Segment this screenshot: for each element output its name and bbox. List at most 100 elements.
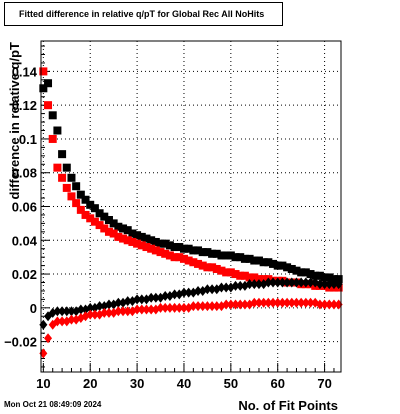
data-point	[119, 224, 128, 233]
x-tick-label: 60	[270, 376, 284, 391]
data-points	[39, 67, 343, 359]
data-point	[222, 268, 231, 277]
data-point	[226, 268, 235, 277]
data-point	[306, 270, 315, 279]
data-point	[315, 271, 324, 280]
data-point	[212, 264, 221, 273]
tick-labels: 10 20 30 40 50 60 70 −0.02 0 0.02 0.04 0.06 0.08 0.1 0…	[4, 64, 332, 391]
data-point	[329, 275, 338, 284]
data-point	[123, 296, 132, 307]
data-point	[179, 287, 188, 298]
data-point	[179, 302, 188, 313]
data-point	[123, 306, 132, 317]
data-point	[301, 268, 310, 277]
data-point	[86, 214, 95, 223]
data-point	[264, 297, 273, 308]
data-point	[250, 297, 259, 308]
x-tick-label: 40	[177, 376, 191, 391]
data-point	[48, 111, 57, 120]
data-point	[175, 243, 184, 252]
data-point	[240, 271, 249, 280]
data-point	[189, 246, 198, 255]
data-point	[292, 277, 301, 288]
data-point	[194, 301, 203, 312]
data-point	[222, 299, 231, 310]
x-tick-label: 70	[317, 376, 331, 391]
data-point	[161, 239, 170, 248]
data-point	[100, 224, 109, 233]
data-point	[203, 248, 212, 257]
data-point	[109, 219, 118, 228]
data-point	[329, 279, 338, 290]
data-point	[315, 299, 324, 310]
data-point	[53, 163, 62, 172]
data-point	[217, 251, 226, 260]
data-point	[86, 200, 95, 209]
data-point	[76, 205, 85, 214]
data-point	[53, 126, 62, 135]
series-2	[39, 67, 343, 292]
data-point	[250, 279, 259, 290]
data-point	[104, 216, 113, 225]
data-point	[325, 299, 334, 310]
data-point	[222, 251, 231, 260]
data-point	[86, 309, 95, 320]
plot-frame	[40, 40, 342, 373]
data-point	[320, 279, 329, 290]
data-point	[76, 190, 85, 199]
data-point	[44, 101, 53, 110]
data-point	[301, 277, 310, 288]
data-point	[273, 261, 282, 270]
data-point	[142, 234, 151, 243]
data-point	[208, 249, 217, 258]
data-point	[170, 243, 179, 252]
data-point	[39, 67, 48, 76]
data-point	[245, 273, 254, 282]
data-point	[269, 297, 278, 308]
data-point	[194, 246, 203, 255]
y-tick-label: 0.14	[12, 64, 38, 79]
data-point	[62, 306, 71, 317]
series-4	[39, 297, 343, 359]
data-point	[240, 299, 249, 310]
data-point	[142, 243, 151, 252]
grid-lines	[41, 41, 341, 372]
data-point	[147, 244, 156, 253]
data-point	[53, 306, 62, 317]
data-point	[156, 239, 165, 248]
data-point	[320, 273, 329, 282]
data-point	[217, 266, 226, 275]
data-point	[133, 239, 142, 248]
data-point	[39, 84, 48, 93]
y-tick-label: −0.02	[4, 335, 37, 350]
data-point	[203, 284, 212, 295]
timestamp: Mon Oct 21 08:49:09 2024	[4, 400, 102, 409]
data-point	[67, 192, 76, 201]
data-point	[114, 222, 123, 231]
data-point	[297, 297, 306, 308]
data-point	[142, 304, 151, 315]
x-tick-label: 10	[36, 376, 50, 391]
data-point	[259, 275, 268, 284]
data-point	[156, 302, 165, 313]
data-point	[90, 217, 99, 226]
data-point	[161, 291, 170, 302]
data-point	[208, 263, 217, 272]
data-point	[325, 279, 334, 290]
data-point	[236, 271, 245, 280]
data-point	[137, 304, 146, 315]
data-point	[62, 163, 71, 172]
data-point	[198, 261, 207, 270]
y-tick-label: 0.04	[12, 233, 38, 248]
data-point	[161, 302, 170, 313]
data-point	[334, 275, 343, 284]
data-point	[48, 134, 57, 143]
data-point	[133, 304, 142, 315]
data-point	[273, 277, 282, 288]
data-point	[259, 258, 268, 267]
data-point	[179, 254, 188, 263]
data-point	[189, 301, 198, 312]
data-point	[273, 297, 282, 308]
data-point	[320, 299, 329, 310]
